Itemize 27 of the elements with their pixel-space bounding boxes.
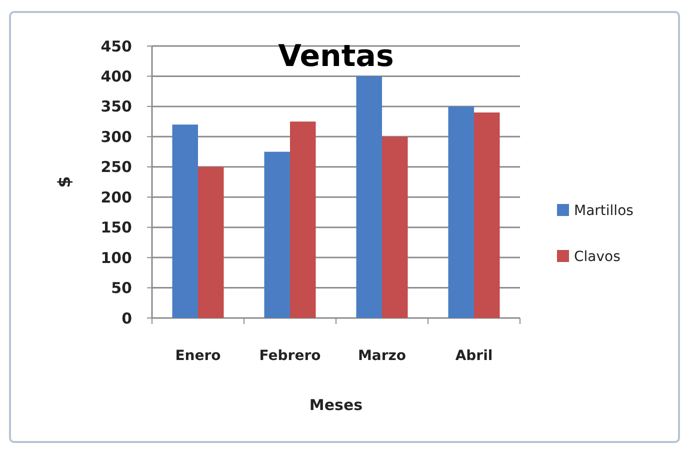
x-tick-label: Febrero xyxy=(259,348,322,364)
y-tick-label: 150 xyxy=(100,218,132,237)
y-tick-label: 200 xyxy=(100,188,132,206)
chart-title: Ventas xyxy=(278,39,394,74)
y-tick-label: 0 xyxy=(122,309,132,328)
y-axis-title: $ xyxy=(55,176,75,188)
x-tick-label: Marzo xyxy=(358,348,406,364)
legend-label: Martillos xyxy=(574,202,634,219)
bar xyxy=(264,152,290,318)
y-tick-label: 400 xyxy=(100,67,132,86)
bar xyxy=(448,106,474,318)
x-axis-title: Meses xyxy=(309,396,363,414)
y-tick-label: 50 xyxy=(111,279,132,298)
y-tick-label: 250 xyxy=(100,158,132,176)
bar xyxy=(356,76,382,318)
y-tick-label: 450 xyxy=(100,37,132,56)
y-tick-label: 300 xyxy=(100,128,132,146)
x-tick-label: Enero xyxy=(175,348,222,364)
bar xyxy=(474,112,500,318)
x-tick-label: Abril xyxy=(455,348,493,364)
y-tick-label: 350 xyxy=(100,98,132,116)
bar xyxy=(198,166,224,318)
y-tick-label: 100 xyxy=(100,248,132,267)
bar xyxy=(382,136,408,318)
bar xyxy=(290,122,316,318)
bar xyxy=(172,124,198,318)
legend-label: Clavos xyxy=(574,248,620,265)
